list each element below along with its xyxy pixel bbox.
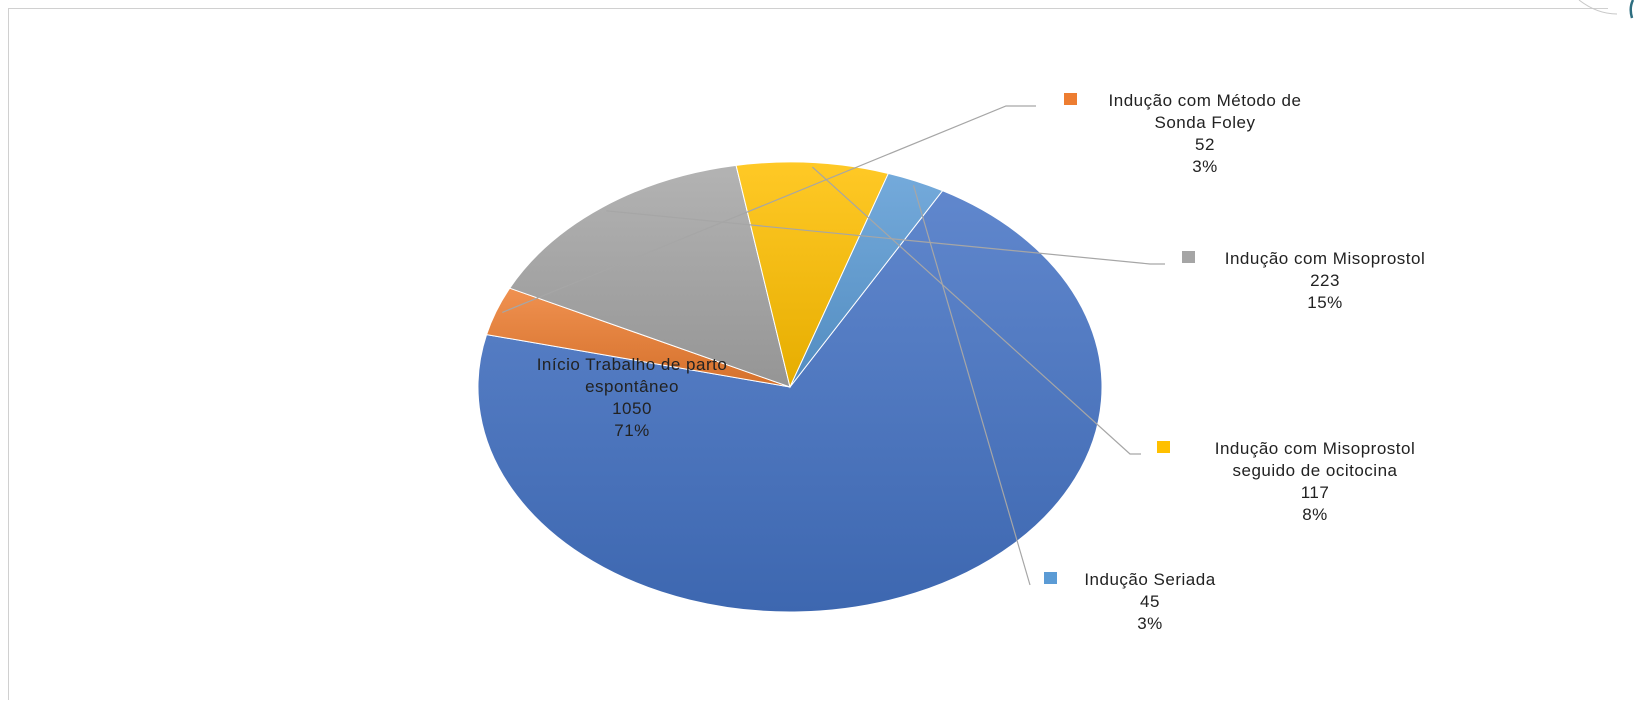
chart-frame <box>8 8 1608 700</box>
slice-label-text: espontâneo <box>585 377 679 396</box>
slice-label-text: Sonda Foley <box>1155 113 1256 132</box>
slice-percent: 71% <box>614 421 650 440</box>
legend-key <box>1064 93 1077 105</box>
slice-label-0: Início Trabalho de parto espontâneo 1050 71… <box>537 355 728 440</box>
slice-label-4: Indução Seriada 45 3% <box>1044 570 1215 633</box>
pie-slice-3 <box>735 161 890 389</box>
slice-value: 52 <box>1195 135 1215 154</box>
slice-percent: 3% <box>1137 614 1163 633</box>
slice-label-text: Indução com Misoprostol <box>1225 249 1425 268</box>
slice-label-1: Indução com Método de Sonda Foley 52 3% <box>1064 91 1301 176</box>
slice-value: 45 <box>1140 592 1160 611</box>
slice-value: 117 <box>1301 483 1330 502</box>
slice-label-text: Indução Seriada <box>1084 570 1215 589</box>
slice-label-2: Indução com Misoprostol 223 15% <box>1182 249 1425 312</box>
pie-slice-4 <box>789 172 944 388</box>
slice-percent: 15% <box>1307 293 1343 312</box>
slice-percent: 8% <box>1302 505 1328 524</box>
slice-label-3: Indução com Misoprostol seguido de ocitoc… <box>1157 439 1415 524</box>
leader-line-2 <box>606 210 1165 265</box>
slice-percent: 3% <box>1192 157 1218 176</box>
slice-label-text: Início Trabalho de parto <box>537 355 728 374</box>
leader-line-4 <box>912 185 1031 586</box>
slice-label-text: Indução com Método de <box>1109 91 1302 110</box>
pie-slice-2 <box>508 164 791 388</box>
slice-value: 223 <box>1310 271 1340 290</box>
slice-value: 1050 <box>612 399 652 418</box>
leader-line-1 <box>502 105 1036 313</box>
legend-key <box>1182 251 1195 263</box>
leader-line-3 <box>811 166 1141 455</box>
legend-key <box>1044 572 1057 584</box>
slice-label-text: Indução com Misoprostol <box>1215 439 1415 458</box>
legend-key <box>1157 441 1170 453</box>
corner-decoration <box>1578 0 1635 19</box>
slice-label-text: seguido de ocitocina <box>1232 461 1397 480</box>
